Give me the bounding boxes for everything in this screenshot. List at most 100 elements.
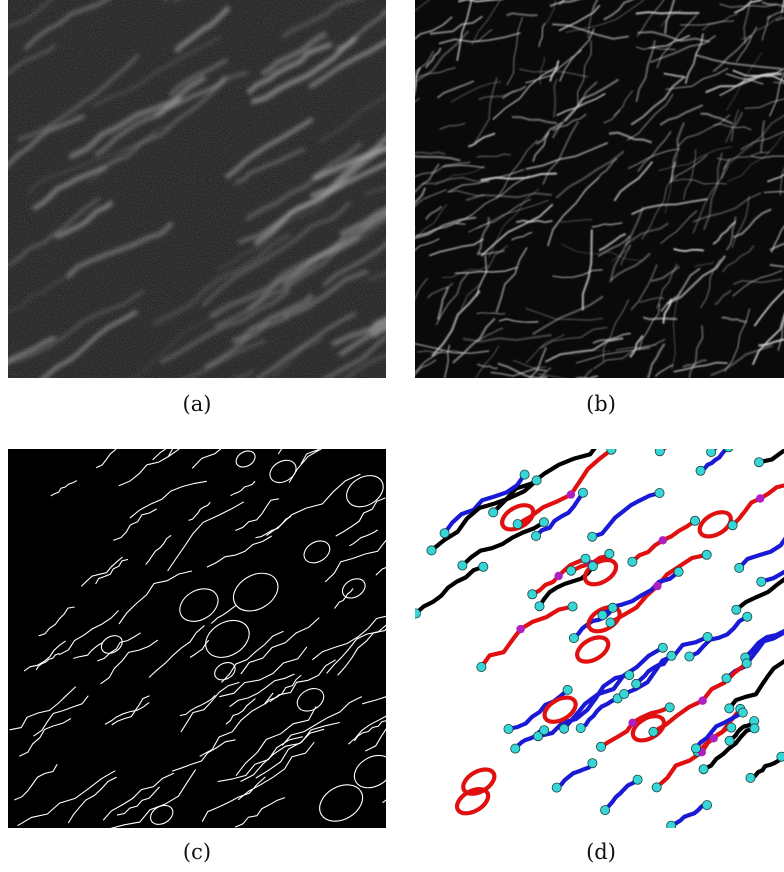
fiber-filament xyxy=(767,173,784,183)
end-node xyxy=(654,449,665,457)
fiber-graph-image xyxy=(415,449,784,828)
fiber-filament xyxy=(525,142,609,170)
fiber-filament xyxy=(551,81,598,139)
fiber-filament xyxy=(535,121,563,145)
fiber-filament xyxy=(468,198,531,233)
fiber-filament xyxy=(705,73,782,94)
skeleton-loop xyxy=(205,619,250,658)
graph-edge xyxy=(737,536,784,570)
fiber-filament xyxy=(694,261,715,268)
branch-node xyxy=(756,494,765,503)
fiber-filament xyxy=(713,123,752,131)
fiber-filament xyxy=(714,289,732,306)
fiber-filament xyxy=(496,140,538,199)
end-node xyxy=(605,617,616,628)
fiber-filament xyxy=(477,327,504,342)
caption-d: (d) xyxy=(586,840,616,864)
end-node xyxy=(600,805,611,816)
fiber-filament xyxy=(415,189,447,208)
end-node xyxy=(531,475,542,486)
fiber-filament xyxy=(415,155,461,162)
end-node xyxy=(587,758,598,769)
fiber-filament xyxy=(552,23,629,40)
fiber-filament xyxy=(658,146,733,171)
end-node xyxy=(776,751,784,762)
fiber-filament xyxy=(724,308,750,372)
skeleton-segment xyxy=(188,501,211,521)
skeleton-segment xyxy=(337,628,386,676)
end-node xyxy=(727,520,738,531)
fiber-filament xyxy=(415,216,477,240)
skeleton-segment xyxy=(145,534,172,565)
skeleton-segment xyxy=(179,694,216,717)
fiber-filament xyxy=(438,32,521,45)
fiber-filament xyxy=(700,259,721,309)
fiber-filament xyxy=(575,375,599,378)
fiber-filament xyxy=(511,232,533,241)
skeleton-loop xyxy=(100,635,123,654)
fiber-filament xyxy=(558,0,566,6)
fiber-filament xyxy=(646,343,666,378)
fiber-filament xyxy=(429,15,483,35)
fiber-filament xyxy=(733,208,772,239)
end-node xyxy=(721,673,732,684)
skeleton-segment xyxy=(349,529,378,547)
graph-loop xyxy=(575,635,611,664)
fiber-filament xyxy=(721,316,748,323)
skeleton-segment xyxy=(235,498,279,532)
fiber-filament xyxy=(641,173,675,240)
skeleton-loop xyxy=(341,578,366,599)
fiber-filament xyxy=(424,47,442,69)
skeleton-segment xyxy=(67,776,117,824)
fiber-filament xyxy=(638,303,660,350)
end-node xyxy=(606,449,617,455)
skeleton-segment xyxy=(300,449,320,465)
end-node xyxy=(426,545,437,556)
skeleton-segment xyxy=(180,681,240,733)
graph-loop xyxy=(454,786,491,816)
fiber-filament xyxy=(670,154,708,182)
fiber-filament xyxy=(492,65,559,120)
fiber-filament xyxy=(603,0,634,21)
fiber-filament xyxy=(480,203,554,257)
graph-edge xyxy=(748,754,784,780)
end-node xyxy=(587,561,598,572)
skeleton-segment xyxy=(255,721,340,779)
fiber-filament xyxy=(743,0,752,44)
fiber-filament xyxy=(506,12,538,17)
skeleton-segment xyxy=(311,615,386,661)
end-node xyxy=(723,449,734,453)
skeleton-segment xyxy=(375,567,386,576)
skeleton-segment xyxy=(95,449,117,469)
fiber-filament xyxy=(421,176,490,185)
skeleton-segment xyxy=(288,449,323,483)
end-node xyxy=(745,772,756,783)
graph-edge xyxy=(460,520,546,568)
fiber-filament xyxy=(577,40,592,106)
end-node xyxy=(706,449,717,457)
skeleton-segment xyxy=(210,605,236,624)
fiber-filament xyxy=(673,248,705,253)
fiber-filament xyxy=(465,192,552,201)
end-node xyxy=(559,723,570,734)
skeleton-segment xyxy=(118,449,181,487)
fiber-filament xyxy=(525,307,604,321)
fiber-filament xyxy=(575,347,651,364)
skeleton-segment xyxy=(264,674,302,705)
fiber-filament xyxy=(415,163,440,194)
fiber-filament xyxy=(725,73,764,85)
fiber-filament xyxy=(673,361,728,373)
end-node xyxy=(631,678,642,689)
end-node xyxy=(562,684,573,695)
fiber-filament xyxy=(581,229,593,311)
fiber-filament xyxy=(730,111,744,142)
raw-fiber-texture xyxy=(8,0,386,378)
fiber-filament xyxy=(511,115,558,125)
graph-edge xyxy=(590,490,662,539)
fiber-filament xyxy=(761,1,784,8)
skeleton-segment xyxy=(111,695,150,726)
fiber-filament xyxy=(635,46,676,51)
graph-edge xyxy=(533,490,586,539)
graph-nodes xyxy=(415,449,784,828)
skeleton-segment xyxy=(365,728,386,752)
